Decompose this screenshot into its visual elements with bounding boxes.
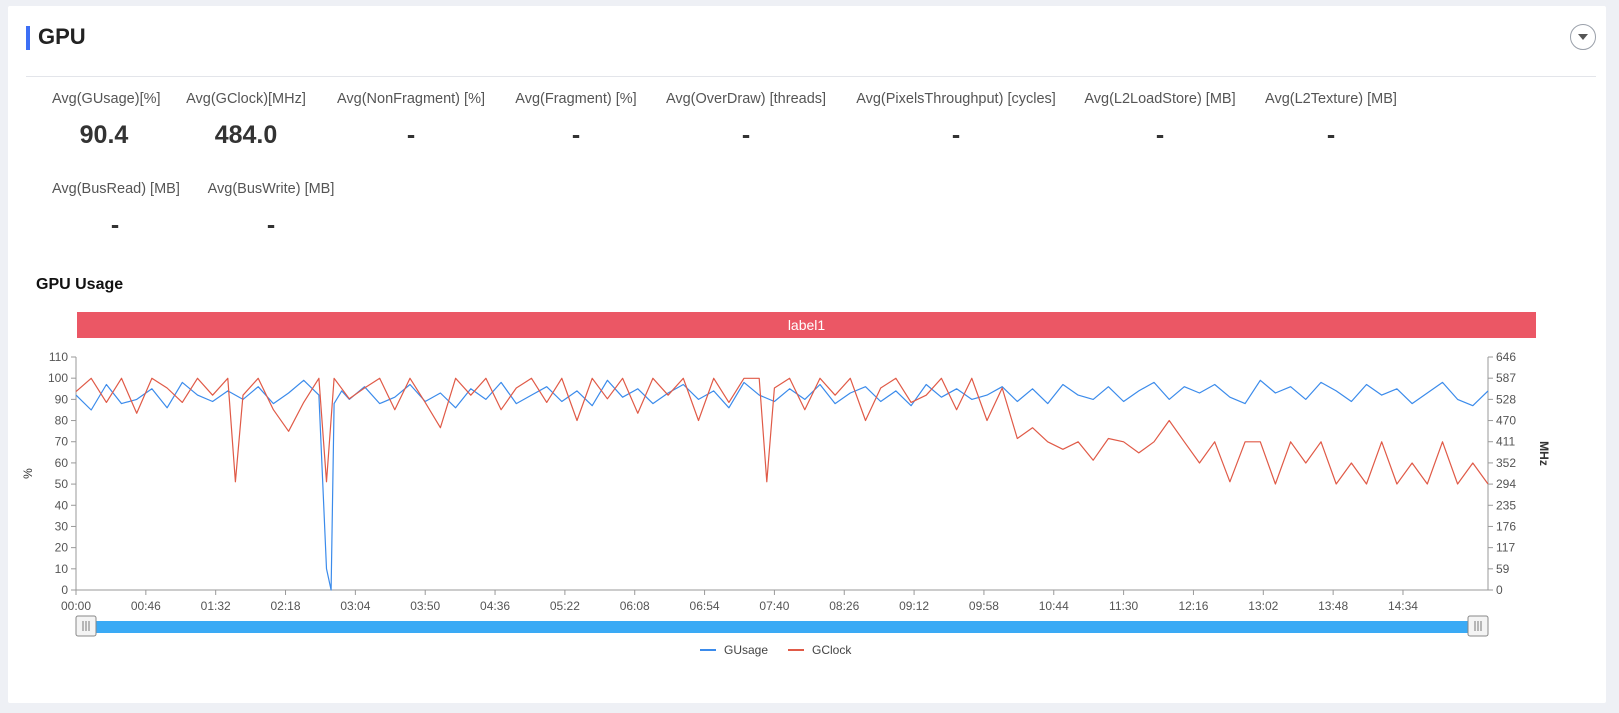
y2-tick-label: 0 <box>1496 583 1503 597</box>
x-tick-label: 11:30 <box>1109 599 1138 613</box>
y-tick-label: 20 <box>55 541 69 555</box>
metric-busread: Avg(BusRead) [MB] - <box>52 181 180 240</box>
x-tick-label: 08:26 <box>829 599 859 613</box>
section-title: GPU <box>38 24 86 49</box>
x-tick-label: 06:08 <box>620 599 650 613</box>
metric-l2texture: Avg(L2Texture) [MB] - <box>1263 91 1399 150</box>
header-divider <box>26 76 1596 77</box>
y2-tick-label: 176 <box>1496 519 1516 533</box>
metric-fragment: Avg(Fragment) [%] - <box>514 91 638 150</box>
metric-value: - <box>1155 121 1165 149</box>
y-tick-label: 90 <box>55 392 69 406</box>
y-tick-label: 100 <box>48 371 68 385</box>
y-tick-label: 30 <box>55 519 69 533</box>
y2-tick-label: 587 <box>1496 371 1516 385</box>
metric-label: Avg(GUsage)[%] <box>52 91 161 107</box>
metric-label: Avg(L2Texture) [MB] <box>1265 91 1397 107</box>
gpu-usage-chart: 0 10 20 30 40 50 60 70 80 90 100 110 0 59 117 176 235 294… <box>21 350 1551 657</box>
x-tick-label: 14:34 <box>1388 599 1418 613</box>
metric-label: Avg(L2LoadStore) [MB] <box>1084 91 1236 107</box>
x-tick-label: 03:04 <box>340 599 370 613</box>
x-tick-label: 05:22 <box>550 599 580 613</box>
collapse-button[interactable] <box>1570 24 1596 50</box>
metric-label: Avg(PixelsThroughput) [cycles] <box>856 91 1056 107</box>
chart-title: GPU Usage <box>36 276 124 293</box>
zoom-slider-bar[interactable] <box>84 621 1480 633</box>
metric-gusage: Avg(GUsage)[%] 90.4 <box>52 91 161 150</box>
metric-gclock: Avg(GClock)[MHz] 484.0 <box>186 91 306 150</box>
y-tick-label: 110 <box>49 350 68 364</box>
metric-value: - <box>406 121 416 149</box>
metric-nonfragment: Avg(NonFragment) [%] - <box>335 91 487 150</box>
x-tick-label: 06:54 <box>690 599 720 613</box>
y-tick-label: 10 <box>55 562 69 576</box>
label-band[interactable]: label1 <box>77 312 1536 338</box>
y2-tick-label: 528 <box>1496 392 1516 406</box>
series-line-gclock <box>75 377 1489 485</box>
y-tick-label: 50 <box>55 477 69 491</box>
y-tick-label: 70 <box>55 435 69 449</box>
x-tick-label: 04:36 <box>480 599 510 613</box>
metric-label: Avg(NonFragment) [%] <box>336 91 485 107</box>
x-tick-label: 09:58 <box>969 599 999 613</box>
y2-tick-label: 352 <box>1496 456 1516 470</box>
metric-l2loadstore: Avg(L2LoadStore) [MB] - <box>1084 91 1236 150</box>
chevron-down-icon <box>1578 34 1588 40</box>
y-tick-label: 80 <box>55 414 69 428</box>
metric-value: 484.0 <box>214 121 278 149</box>
x-tick-label: 10:44 <box>1039 599 1069 613</box>
x-tick-label: 01:32 <box>201 599 231 613</box>
x-tick-label: 07:40 <box>759 599 789 613</box>
y2-tick-label: 470 <box>1496 414 1516 428</box>
legend-label-gusage: GUsage <box>724 643 768 657</box>
y2-axis-title: MHz <box>1537 441 1551 466</box>
y2-tick-label: 646 <box>1496 350 1516 364</box>
series-line-gusage <box>75 379 1489 591</box>
metric-pixelsthroughput: Avg(PixelsThroughput) [cycles] - <box>855 91 1057 150</box>
metric-label: Avg(BusWrite) [MB] <box>207 181 335 197</box>
x-tick-label: 12:16 <box>1178 599 1208 613</box>
metric-label: Avg(Fragment) [%] <box>515 91 637 107</box>
section-header: GPU <box>26 24 1596 76</box>
x-tick-label: 00:00 <box>61 599 91 613</box>
y-tick-label: 40 <box>55 498 69 512</box>
metric-value: 90.4 <box>79 121 129 149</box>
metric-value: - <box>741 121 751 149</box>
metric-label: Avg(OverDraw) [threads] <box>665 91 827 107</box>
metric-overdraw: Avg(OverDraw) [threads] - <box>665 91 827 150</box>
legend-label-gclock: GClock <box>812 643 852 657</box>
y2-tick-label: 59 <box>1496 562 1510 576</box>
metric-value: - <box>1326 121 1336 149</box>
x-tick-label: 02:18 <box>271 599 301 613</box>
metric-buswrite: Avg(BusWrite) [MB] - <box>206 181 336 240</box>
metric-value: - <box>110 211 120 239</box>
y-tick-label: 0 <box>61 583 68 597</box>
metric-label: Avg(GClock)[MHz] <box>186 91 306 107</box>
x-tick-label: 00:46 <box>131 599 161 613</box>
x-tick-label: 09:12 <box>899 599 929 613</box>
metric-value: - <box>571 121 581 149</box>
y2-tick-label: 235 <box>1496 498 1516 512</box>
metric-value: - <box>951 121 961 149</box>
title-accent-bar <box>26 26 30 50</box>
x-tick-label: 13:48 <box>1318 599 1348 613</box>
y2-tick-label: 117 <box>1496 541 1515 555</box>
metric-value: - <box>266 211 276 239</box>
y2-tick-label: 411 <box>1496 435 1515 449</box>
y-tick-label: 60 <box>55 456 69 470</box>
y-axis-title: % <box>21 468 35 479</box>
metric-label: Avg(BusRead) [MB] <box>52 181 180 197</box>
y2-tick-label: 294 <box>1496 477 1516 491</box>
x-tick-label: 13:02 <box>1248 599 1278 613</box>
gpu-panel: GPU Avg(GUsage)[%] 90.4 Avg(GClock)[MHz]… <box>8 6 1606 703</box>
x-tick-label: 03:50 <box>410 599 440 613</box>
